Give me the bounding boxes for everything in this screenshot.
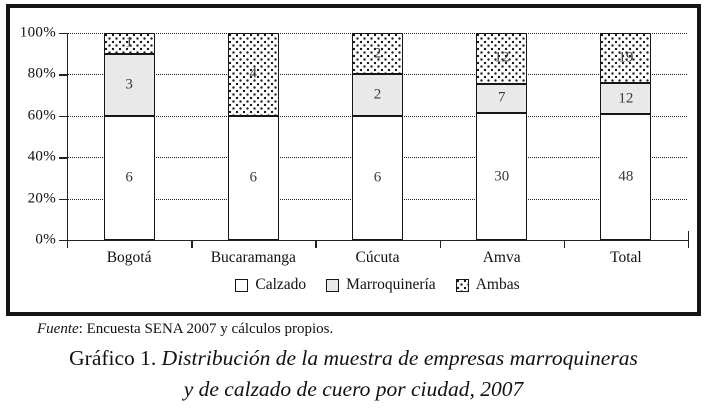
x-axis-tick-3 [439,240,441,248]
y-axis-tick-20 [59,198,67,200]
legend-swatch-lightgray-icon [326,278,340,292]
bar-segment-ambas-0 [103,33,155,54]
legend-label: Ambas [475,276,520,293]
y-axis-tick-80 [59,74,67,76]
value-label-ambas-1: 4 [249,65,258,82]
value-label-calzado-1: 6 [249,169,258,186]
value-label-calzado-3: 30 [494,168,510,185]
legend-item-marroquinería: Marroquinería [326,276,436,294]
bar-segment-calzado-1 [227,115,279,240]
plot-area: 0% 20% 40% 60% 80% 100% 6 3 1 Bogotá 6 4 Bucaramanga… [10,8,697,312]
legend-label: Calzado [255,276,307,293]
bar-segment-marroquinería-2 [352,74,403,116]
category-label-2: Cúcuta [355,249,400,266]
y-axis-label-80: 80% [27,65,56,82]
legend-item-ambas: Ambas [455,276,520,294]
y-axis-label-60: 60% [27,107,56,124]
caption-label: Gráfico 1. [69,346,157,370]
legend: Calzado Marroquinería Ambas [67,276,688,294]
y-axis-label-20: 20% [27,190,56,207]
bar-segment-calzado-2 [352,115,403,240]
source-prefix: Fuente [37,321,79,337]
value-label-marroquinería-0: 3 [125,76,133,93]
bar-segment-marroquinería-3 [476,83,528,114]
bar-segment-ambas-2 [352,33,403,75]
bar-segment-ambas-4 [600,33,652,83]
caption-line-1: Gráfico 1. Distribución de la muestra de… [0,343,707,374]
category-label-0: Bogotá [106,249,152,266]
value-label-calzado-2: 6 [373,169,382,186]
legend-item-calzado: Calzado [235,276,306,294]
legend-swatch-white-icon [235,278,249,292]
y-axis-label-40: 40% [27,148,56,165]
value-label-calzado-0: 6 [125,169,133,186]
value-label-ambas-3: 12 [494,49,510,66]
y-axis-label-100: 100% [19,24,56,41]
caption-line-2: y de calzado de cuero por ciudad, 2007 [183,376,524,401]
x-axis-tick-5 [688,240,690,248]
value-label-ambas-0: 1 [125,34,133,51]
caption-title-part1: Distribución de la muestra de empresas m… [161,346,638,370]
bar-segment-ambas-3 [476,33,528,84]
value-label-marroquinería-2: 2 [373,86,382,103]
value-label-ambas-4: 19 [618,49,634,66]
y-axis-tick-0 [59,240,67,242]
bar-segment-marroquinería-0 [103,53,155,116]
y-axis-line [67,33,69,240]
bar-segment-ambas-1 [227,33,279,116]
value-label-marroquinería-3: 7 [497,89,506,106]
category-label-4: Total [610,249,642,266]
x-axis-tick-0 [67,240,69,248]
source-text: : Encuesta SENA 2007 y cálculos propios. [78,321,334,337]
legend-label: Marroquinería [346,276,436,293]
category-label-1: Bucaramanga [210,249,296,266]
bar-segment-calzado-4 [600,114,652,240]
x-axis-tick-1 [191,240,193,248]
value-label-calzado-4: 48 [618,168,634,185]
value-label-ambas-2: 2 [373,45,382,62]
y-axis-tick-40 [59,157,67,159]
legend-swatch-dotted-icon [455,278,469,292]
source-note: Fuente: Encuesta SENA 2007 y cálculos pr… [37,321,333,338]
chart-frame: 0% 20% 40% 60% 80% 100% 6 3 1 Bogotá 6 4 Bucaramanga… [6,4,701,316]
y-axis-label-0: 0% [35,231,56,248]
x-axis-line [67,240,688,242]
bar-segment-marroquinería-4 [600,82,652,115]
figure-caption: Gráfico 1. Distribución de la muestra de… [0,343,707,404]
y-axis-tick-60 [59,115,67,118]
x-axis-tick-2 [315,240,317,248]
bar-segment-calzado-0 [103,115,155,240]
y-axis-tick-100 [59,33,67,35]
x-axis-end-riser [688,231,690,240]
value-label-marroquinería-4: 12 [618,90,634,106]
bar-segment-calzado-3 [476,113,528,240]
category-label-3: Amva [482,249,521,266]
x-axis-tick-4 [563,240,566,248]
